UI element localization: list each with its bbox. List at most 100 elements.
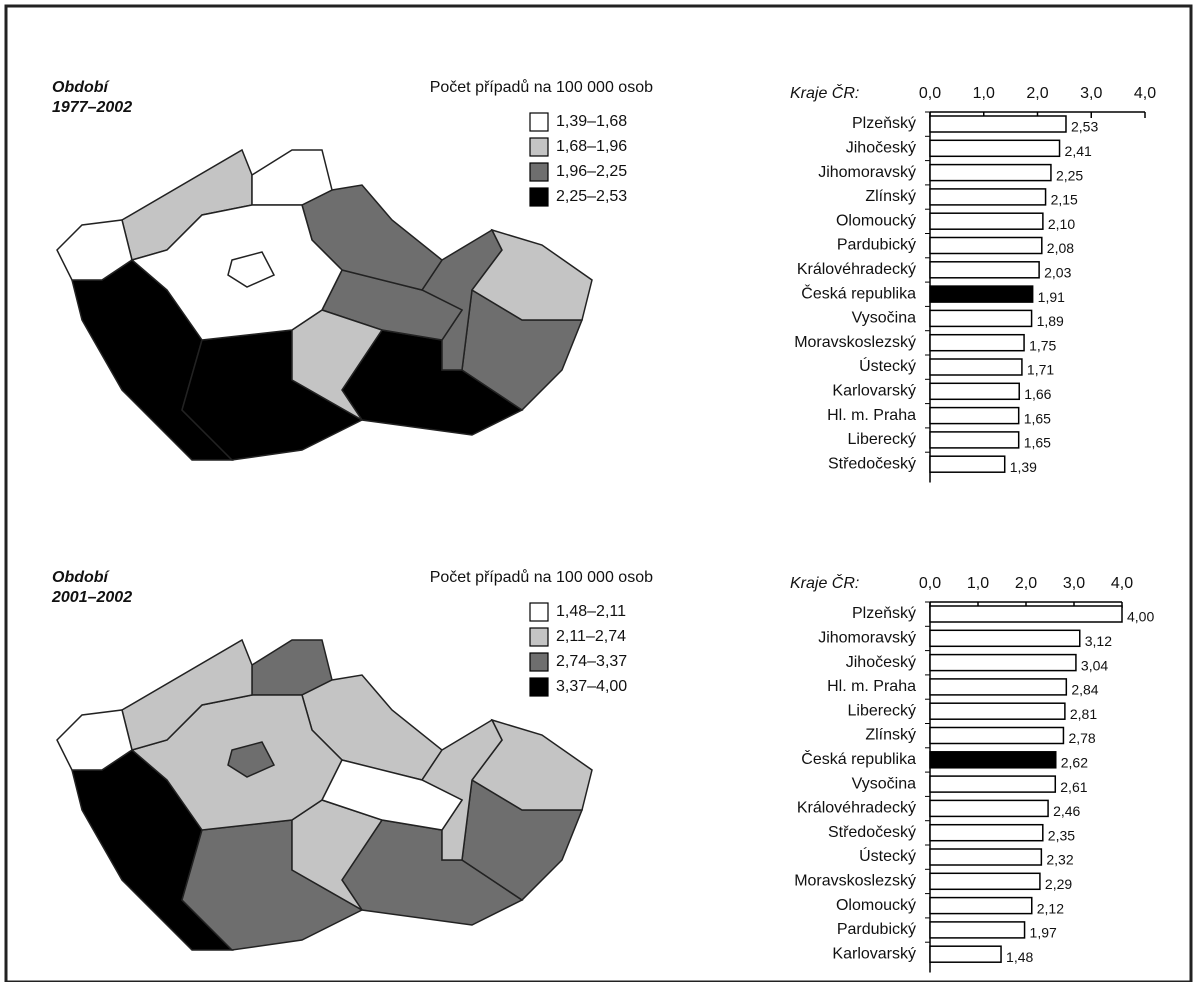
value-label: 2,03 xyxy=(1044,265,1071,281)
x-tick-label: 3,0 xyxy=(1063,575,1085,592)
value-label: 1,65 xyxy=(1024,410,1051,426)
x-tick-label: 0,0 xyxy=(919,575,941,592)
value-label: 2,35 xyxy=(1048,827,1075,843)
x-tick-label: 1,0 xyxy=(973,85,995,102)
category-label: Plzeňský xyxy=(852,115,916,132)
x-tick-label: 2,0 xyxy=(1015,575,1037,592)
bar xyxy=(929,653,1077,672)
category-label: Zlínský xyxy=(865,188,916,205)
value-label: 2,61 xyxy=(1060,779,1087,795)
category-label: Ústecký xyxy=(859,846,916,865)
legend-swatch xyxy=(529,137,549,157)
category-label: Jihomoravský xyxy=(818,630,916,647)
bar xyxy=(929,236,1043,255)
bar xyxy=(929,751,1057,769)
value-label: 3,12 xyxy=(1085,633,1112,649)
bar xyxy=(929,678,1068,696)
category-label: Jihočeský xyxy=(846,654,916,671)
map-region xyxy=(227,251,276,288)
category-label: Vysočina xyxy=(852,310,916,327)
value-label: 1,97 xyxy=(1030,925,1057,941)
category-label: Česká republika xyxy=(801,283,916,302)
bar xyxy=(929,726,1065,745)
value-label: 2,53 xyxy=(1071,119,1098,135)
category-label: Karlovarský xyxy=(832,945,916,962)
axis-label: Kraje ČR: xyxy=(790,83,859,102)
value-label: 1,39 xyxy=(1010,459,1037,475)
category-label: Královéhradecký xyxy=(797,800,916,817)
value-label: 2,32 xyxy=(1046,852,1073,868)
value-label: 2,81 xyxy=(1070,706,1097,722)
axis-label: Kraje ČR: xyxy=(790,573,859,592)
bar xyxy=(929,921,1026,939)
value-label: 1,89 xyxy=(1037,313,1064,329)
value-label: 2,84 xyxy=(1071,682,1098,698)
map xyxy=(56,148,593,461)
category-label: Hl. m. Praha xyxy=(827,678,916,695)
bar xyxy=(929,455,1006,473)
bar xyxy=(929,629,1081,648)
bar xyxy=(929,188,1047,206)
bar xyxy=(929,848,1043,866)
category-label: Moravskoslezský xyxy=(794,334,916,351)
legend-title: Počet případů na 100 000 osob xyxy=(430,568,653,586)
value-label: 2,78 xyxy=(1068,730,1095,746)
category-label: Pardubický xyxy=(837,237,916,254)
bar xyxy=(929,896,1033,915)
bar xyxy=(929,212,1044,230)
category-label: Vysočina xyxy=(852,775,916,792)
map-region xyxy=(320,759,464,831)
value-label: 1,66 xyxy=(1024,386,1051,402)
map-region xyxy=(470,228,593,321)
map-subtitle: 2001–2002 xyxy=(51,589,132,606)
value-label: 2,25 xyxy=(1056,167,1083,183)
legend-label: 1,96–2,25 xyxy=(556,163,627,180)
bar xyxy=(929,382,1020,401)
category-label: Liberecký xyxy=(848,702,916,719)
bar xyxy=(929,285,1034,303)
value-label: 3,04 xyxy=(1081,657,1108,673)
legend-swatch xyxy=(529,112,549,132)
category-label: Moravskoslezský xyxy=(794,873,916,890)
category-label: Česká republika xyxy=(801,749,916,768)
legend-title: Počet případů na 100 000 osob xyxy=(430,78,653,96)
value-label: 2,62 xyxy=(1061,755,1088,771)
map-region xyxy=(56,709,133,771)
category-label: Olomoucký xyxy=(836,212,916,229)
category-label: Středočeský xyxy=(828,455,916,472)
category-label: Královéhradecký xyxy=(797,261,916,278)
category-label: Olomoucký xyxy=(836,897,916,914)
category-label: Jihočeský xyxy=(846,140,916,157)
category-label: Jihomoravský xyxy=(818,164,916,181)
bar xyxy=(929,431,1020,449)
legend-swatch xyxy=(529,627,549,647)
map-title: Období xyxy=(52,569,111,586)
bar xyxy=(929,799,1049,818)
legend-swatch xyxy=(529,162,549,182)
value-label: 1,75 xyxy=(1029,337,1056,353)
bar xyxy=(929,261,1040,279)
value-label: 2,29 xyxy=(1045,876,1072,892)
legend-swatch xyxy=(529,677,549,697)
value-label: 2,41 xyxy=(1065,143,1092,159)
bar xyxy=(929,775,1057,793)
bar xyxy=(929,309,1033,328)
bar xyxy=(929,139,1061,158)
bar xyxy=(929,945,1002,963)
value-label: 1,71 xyxy=(1027,362,1054,378)
legend-label: 1,68–1,96 xyxy=(556,138,627,155)
category-label: Plzeňský xyxy=(852,605,916,622)
bar xyxy=(929,406,1020,425)
x-tick-label: 4,0 xyxy=(1134,85,1156,102)
category-label: Liberecký xyxy=(848,431,916,448)
bar xyxy=(929,702,1066,720)
category-label: Zlínský xyxy=(865,727,916,744)
value-label: 4,00 xyxy=(1127,609,1154,625)
bar xyxy=(929,333,1025,352)
x-tick-label: 0,0 xyxy=(919,85,941,102)
value-label: 1,65 xyxy=(1024,435,1051,451)
legend-label: 1,39–1,68 xyxy=(556,113,627,130)
x-tick-label: 4,0 xyxy=(1111,575,1133,592)
bar xyxy=(929,358,1023,376)
